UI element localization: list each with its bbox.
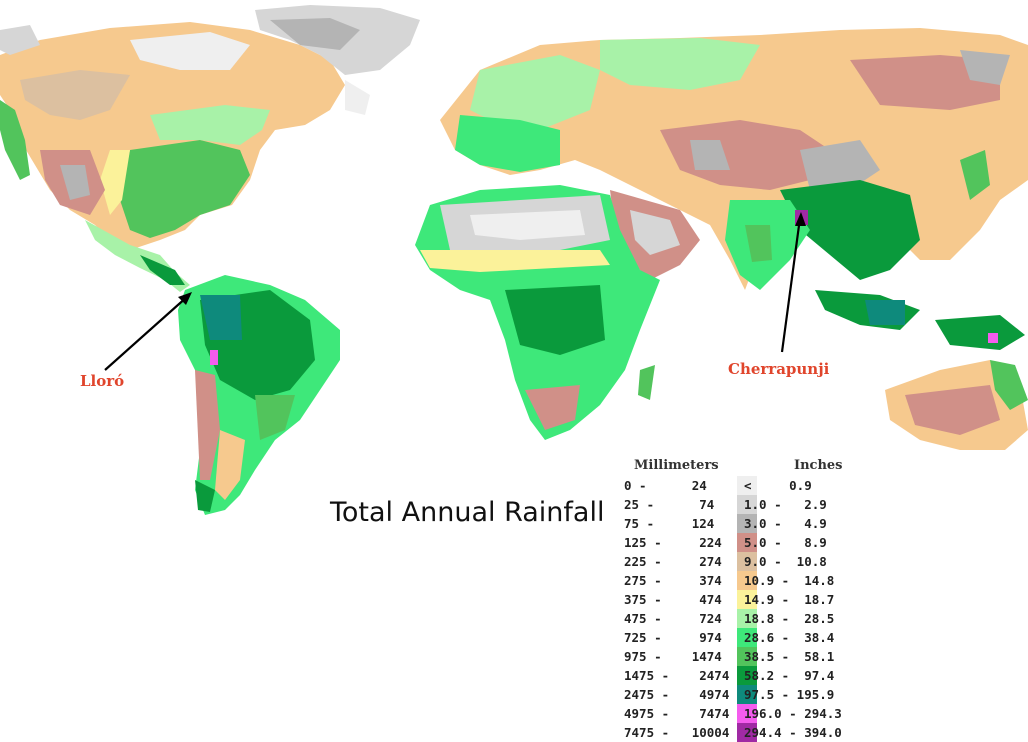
- legend-in-range: 294.4 - 394.0: [744, 725, 842, 740]
- legend-mm-range: 2475 - 4974: [624, 687, 730, 702]
- map-title: Total Annual Rainfall: [330, 497, 605, 528]
- legend-row: 25 - 74 1.0 - 2.9: [620, 495, 890, 514]
- label-lloro: Lloró: [80, 372, 125, 390]
- legend-mm-range: 25 - 74: [624, 497, 715, 512]
- legend-row: 225 - 274 9.0 - 10.8: [620, 552, 890, 571]
- legend-swatch: [737, 647, 757, 666]
- legend-mm-range: 125 - 224: [624, 535, 722, 550]
- legend-in-range: 14.9 - 18.7: [744, 592, 835, 607]
- legend-row: 1475 - 2474 58.2 - 97.4: [620, 666, 890, 685]
- legend-row: 4975 - 7474 196.0 - 294.3: [620, 704, 890, 723]
- legend-swatch: [737, 495, 757, 514]
- legend-mm-header: Millimeters: [634, 458, 719, 473]
- legend-row: 475 - 724 18.8 - 28.5: [620, 609, 890, 628]
- legend-mm-range: 0 - 24: [624, 478, 707, 493]
- legend-swatch: [737, 590, 757, 609]
- legend-mm-range: 225 - 274: [624, 554, 722, 569]
- legend-in-range: 1.0 - 2.9: [744, 497, 827, 512]
- legend-swatch: [737, 571, 757, 590]
- legend-row: 975 - 1474 38.5 - 58.1: [620, 647, 890, 666]
- legend-swatch: [737, 609, 757, 628]
- legend-swatch: [737, 685, 757, 704]
- rainfall-legend: Millimeters Inches 0 - 24 < 0.9 25 - 74 1.0…: [620, 456, 890, 742]
- north-america: [0, 5, 420, 292]
- legend-swatch: [737, 514, 757, 533]
- legend-in-range: 3.0 - 4.9: [744, 516, 827, 531]
- legend-row: 375 - 474 14.9 - 18.7: [620, 590, 890, 609]
- legend-in-range: 38.5 - 58.1: [744, 649, 835, 664]
- legend-row: 125 - 224 5.0 - 8.9: [620, 533, 890, 552]
- legend-mm-range: 275 - 374: [624, 573, 722, 588]
- legend-row: 725 - 974 28.6 - 38.4: [620, 628, 890, 647]
- south-america: [178, 275, 340, 515]
- legend-mm-range: 75 - 124: [624, 516, 715, 531]
- legend-in-range: 5.0 - 8.9: [744, 535, 827, 550]
- annotation-arrows: [104, 212, 806, 371]
- legend-mm-range: 475 - 724: [624, 611, 722, 626]
- label-cherrapunji: Cherrapunji: [728, 360, 830, 378]
- legend-in-range: < 0.9: [744, 478, 812, 493]
- legend-in-range: 28.6 - 38.4: [744, 630, 835, 645]
- legend-mm-range: 1475 - 2474: [624, 668, 730, 683]
- africa: [415, 185, 660, 440]
- legend-in-range: 58.2 - 97.4: [744, 668, 835, 683]
- legend-swatch: [737, 533, 757, 552]
- legend-row: 0 - 24 < 0.9: [620, 476, 890, 495]
- legend-swatch: [737, 552, 757, 571]
- legend-row: 2475 - 4974 97.5 - 195.9: [620, 685, 890, 704]
- legend-row: 275 - 374 10.9 - 14.8: [620, 571, 890, 590]
- legend-in-range: 9.0 - 10.8: [744, 554, 827, 569]
- legend-in-range: 196.0 - 294.3: [744, 706, 842, 721]
- legend-row: 7475 - 10004 294.4 - 394.0: [620, 723, 890, 742]
- legend-in-header: Inches: [794, 458, 843, 473]
- legend-swatch: [737, 476, 757, 495]
- legend-in-range: 18.8 - 28.5: [744, 611, 835, 626]
- legend-mm-range: 375 - 474: [624, 592, 722, 607]
- legend-in-range: 10.9 - 14.8: [744, 573, 835, 588]
- legend-row: 75 - 124 3.0 - 4.9: [620, 514, 890, 533]
- legend-swatch: [737, 666, 757, 685]
- legend-mm-range: 4975 - 7474: [624, 706, 730, 721]
- legend-in-range: 97.5 - 195.9: [744, 687, 835, 702]
- legend-swatch: [737, 704, 757, 723]
- oceania: [815, 290, 1028, 450]
- legend-swatch: [737, 628, 757, 647]
- legend-mm-range: 7475 - 10004: [624, 725, 730, 740]
- legend-mm-range: 725 - 974: [624, 630, 722, 645]
- eurasia: [440, 28, 1028, 290]
- legend-mm-range: 975 - 1474: [624, 649, 722, 664]
